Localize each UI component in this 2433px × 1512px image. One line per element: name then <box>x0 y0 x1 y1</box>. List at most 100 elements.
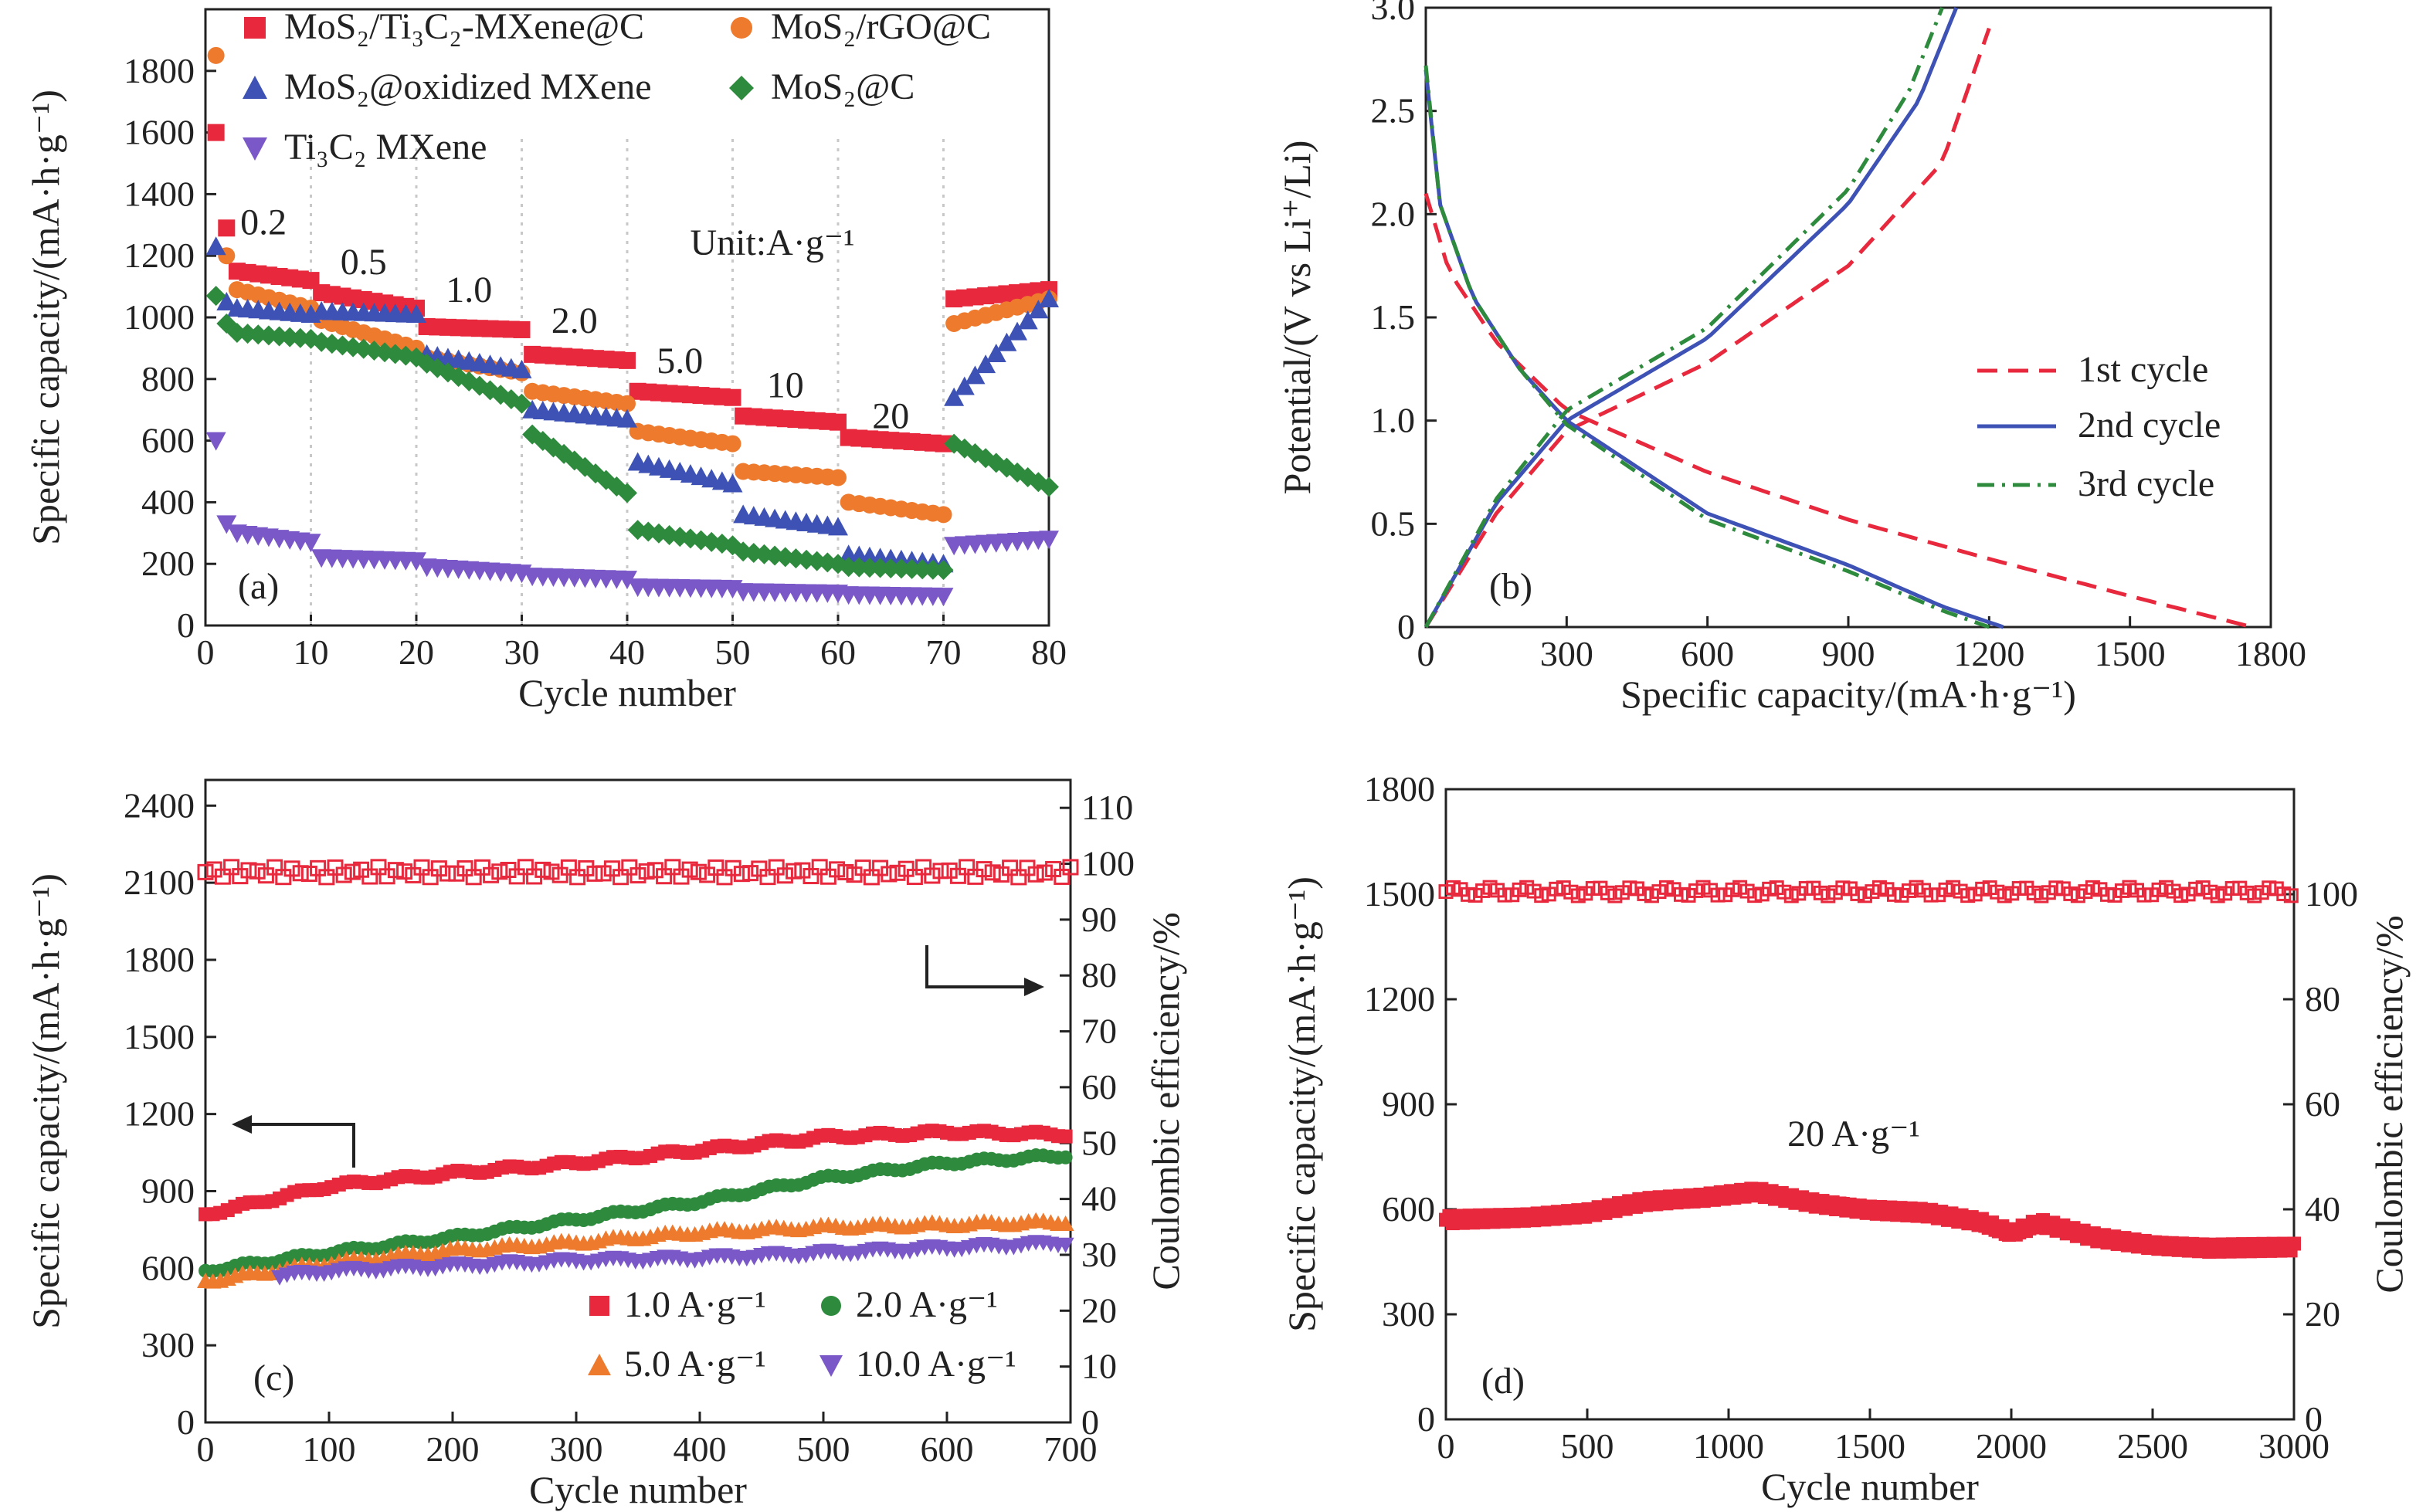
efficiency-point <box>2136 887 2152 903</box>
data-point <box>617 571 637 590</box>
efficiency-point <box>2129 883 2145 898</box>
efficiency-point <box>742 865 759 882</box>
efficiency-point <box>1695 880 1711 895</box>
y-axis-label: Specific capacity/(mA·h·g⁻¹) <box>1280 876 1323 1332</box>
efficiency-point <box>690 863 707 880</box>
y-tick-label: 900 <box>1382 1084 1435 1124</box>
legend-marker <box>589 1296 609 1316</box>
efficiency-point <box>2122 880 2137 895</box>
efficiency-point <box>1718 887 1733 903</box>
y-tick-label: 600 <box>1382 1189 1435 1229</box>
efficiency-point <box>1827 885 1843 900</box>
efficiency-point <box>2262 880 2277 896</box>
data-point <box>619 351 636 369</box>
efficiency-point <box>1578 886 1593 901</box>
efficiency-point <box>534 861 551 878</box>
x-tick-label: 2500 <box>2117 1426 2188 1466</box>
data-point <box>830 413 847 431</box>
arrow-right-line <box>925 945 1027 988</box>
y-axis-label: Specific capacity/(mA·h·g⁻¹) <box>24 90 67 545</box>
legend-marker <box>731 17 752 39</box>
efficiency-point <box>949 867 966 884</box>
efficiency-point <box>1923 887 1939 903</box>
y2-tick-label: 100 <box>1081 844 1135 883</box>
data-point <box>933 560 954 581</box>
data-point <box>891 558 911 579</box>
rate-label: 5.0 <box>657 341 703 381</box>
efficiency-point <box>2078 884 2093 900</box>
data-point <box>300 534 321 553</box>
y-tick-label: 1200 <box>124 236 195 275</box>
efficiency-point <box>2218 886 2233 901</box>
efficiency-point <box>2034 888 2049 903</box>
efficiency-point <box>1703 883 1719 898</box>
x-tick-label: 500 <box>797 1429 850 1469</box>
efficiency-point <box>1570 888 1586 903</box>
data-point <box>406 552 426 571</box>
efficiency-point <box>1850 886 1865 901</box>
efficiency-point <box>2173 888 2189 903</box>
efficiency-point <box>2085 880 2100 895</box>
x-tick-label: 1800 <box>2235 634 2306 673</box>
efficiency-point <box>430 860 447 877</box>
y2-tick-label: 110 <box>1081 788 1133 827</box>
y-tick-label: 1200 <box>1364 979 1435 1019</box>
efficiency-point <box>881 866 898 883</box>
rate-label: 1.0 <box>446 270 492 310</box>
arrow-right-head <box>1024 978 1044 996</box>
efficiency-point <box>803 868 819 885</box>
x-tick-label: 300 <box>550 1429 603 1469</box>
x-tick-label: 80 <box>1031 632 1067 672</box>
y-tick-label: 2.5 <box>1371 91 1416 131</box>
y-tick-label: 1800 <box>124 51 195 90</box>
efficiency-point <box>786 863 803 880</box>
data-point <box>617 409 637 428</box>
panel-label: (a) <box>238 566 279 607</box>
efficiency-point <box>906 869 923 886</box>
y-tick-label: 1800 <box>1364 769 1435 809</box>
data-point <box>849 557 870 578</box>
efficiency-point <box>681 861 698 878</box>
x-tick-label: 1500 <box>1834 1426 1905 1466</box>
efficiency-point <box>1446 880 1461 895</box>
data-point <box>944 387 965 406</box>
efficiency-point <box>1556 880 1571 896</box>
efficiency-point <box>439 865 456 882</box>
data-point <box>490 385 511 405</box>
y-tick-label: 2100 <box>124 863 195 902</box>
efficiency-point <box>829 861 846 878</box>
x-tick-label: 600 <box>1681 634 1734 673</box>
x-tick-label: 500 <box>1561 1426 1614 1466</box>
x-tick-label: 2000 <box>1976 1426 2047 1466</box>
x-tick-label: 0 <box>197 1429 215 1469</box>
data-point <box>1007 321 1028 341</box>
efficiency-point <box>941 862 958 879</box>
data-point <box>996 332 1017 351</box>
rate-label: 10 <box>767 365 804 406</box>
x-tick-label: 60 <box>820 632 856 672</box>
curve-discharge <box>1423 69 2004 629</box>
x-tick-label: 100 <box>303 1429 356 1469</box>
efficiency-point <box>889 864 906 881</box>
efficiency-point <box>1002 859 1019 876</box>
legend-label: 1.0 A·g⁻¹ <box>624 1284 766 1325</box>
efficiency-point <box>1607 888 1623 903</box>
efficiency-point <box>586 865 603 882</box>
data-point <box>1039 476 1059 497</box>
efficiency-point <box>508 868 525 885</box>
data-point <box>1057 1215 1074 1232</box>
efficiency-point <box>1549 881 1564 897</box>
x-tick-label: 900 <box>1822 634 1875 673</box>
efficiency-point <box>1938 882 1953 897</box>
legend-label: MoS₂/rGO@C <box>771 6 991 47</box>
efficiency-point <box>1519 880 1535 895</box>
efficiency-point <box>370 859 387 876</box>
efficiency-point <box>603 860 620 877</box>
x-axis-label: Specific capacity/(mA·h·g⁻¹) <box>1620 673 2076 716</box>
curve-discharge <box>1423 65 1990 629</box>
efficiency-point <box>759 869 776 886</box>
efficiency-point <box>275 869 292 886</box>
x-axis-label: Cycle number <box>518 671 736 714</box>
efficiency-point <box>569 869 586 886</box>
y2-tick-label: 20 <box>2305 1294 2340 1334</box>
